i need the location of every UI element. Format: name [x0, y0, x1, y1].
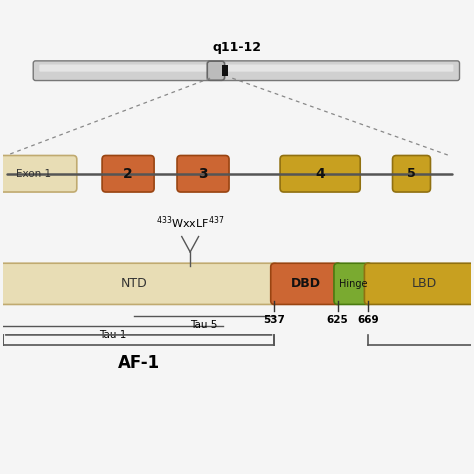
- FancyBboxPatch shape: [334, 263, 372, 304]
- Text: AF-1: AF-1: [118, 354, 160, 372]
- Text: 3: 3: [198, 167, 208, 181]
- Text: Tau 1: Tau 1: [99, 330, 127, 340]
- Text: 625: 625: [327, 315, 348, 325]
- Text: 2: 2: [123, 167, 133, 181]
- Text: Hinge: Hinge: [339, 279, 367, 289]
- Text: Tau 5: Tau 5: [191, 320, 218, 330]
- Text: $^{433}$WxxLF$^{437}$: $^{433}$WxxLF$^{437}$: [156, 214, 224, 231]
- Text: NTD: NTD: [120, 277, 147, 291]
- Text: 669: 669: [357, 315, 379, 325]
- Text: Exon 1: Exon 1: [16, 169, 51, 179]
- FancyBboxPatch shape: [0, 155, 77, 192]
- Text: 5: 5: [407, 167, 416, 180]
- FancyBboxPatch shape: [207, 61, 225, 80]
- Text: 4: 4: [315, 167, 325, 181]
- FancyBboxPatch shape: [0, 263, 278, 304]
- Text: 537: 537: [264, 315, 285, 325]
- FancyBboxPatch shape: [39, 64, 454, 72]
- FancyBboxPatch shape: [102, 155, 154, 192]
- Text: LBD: LBD: [412, 277, 437, 291]
- Text: q11-12: q11-12: [212, 41, 262, 54]
- FancyBboxPatch shape: [365, 263, 474, 304]
- Text: DBD: DBD: [291, 277, 321, 291]
- FancyBboxPatch shape: [392, 155, 430, 192]
- FancyBboxPatch shape: [280, 155, 360, 192]
- FancyBboxPatch shape: [177, 155, 229, 192]
- FancyBboxPatch shape: [33, 61, 459, 81]
- Bar: [222, 65, 228, 76]
- FancyBboxPatch shape: [271, 263, 341, 304]
